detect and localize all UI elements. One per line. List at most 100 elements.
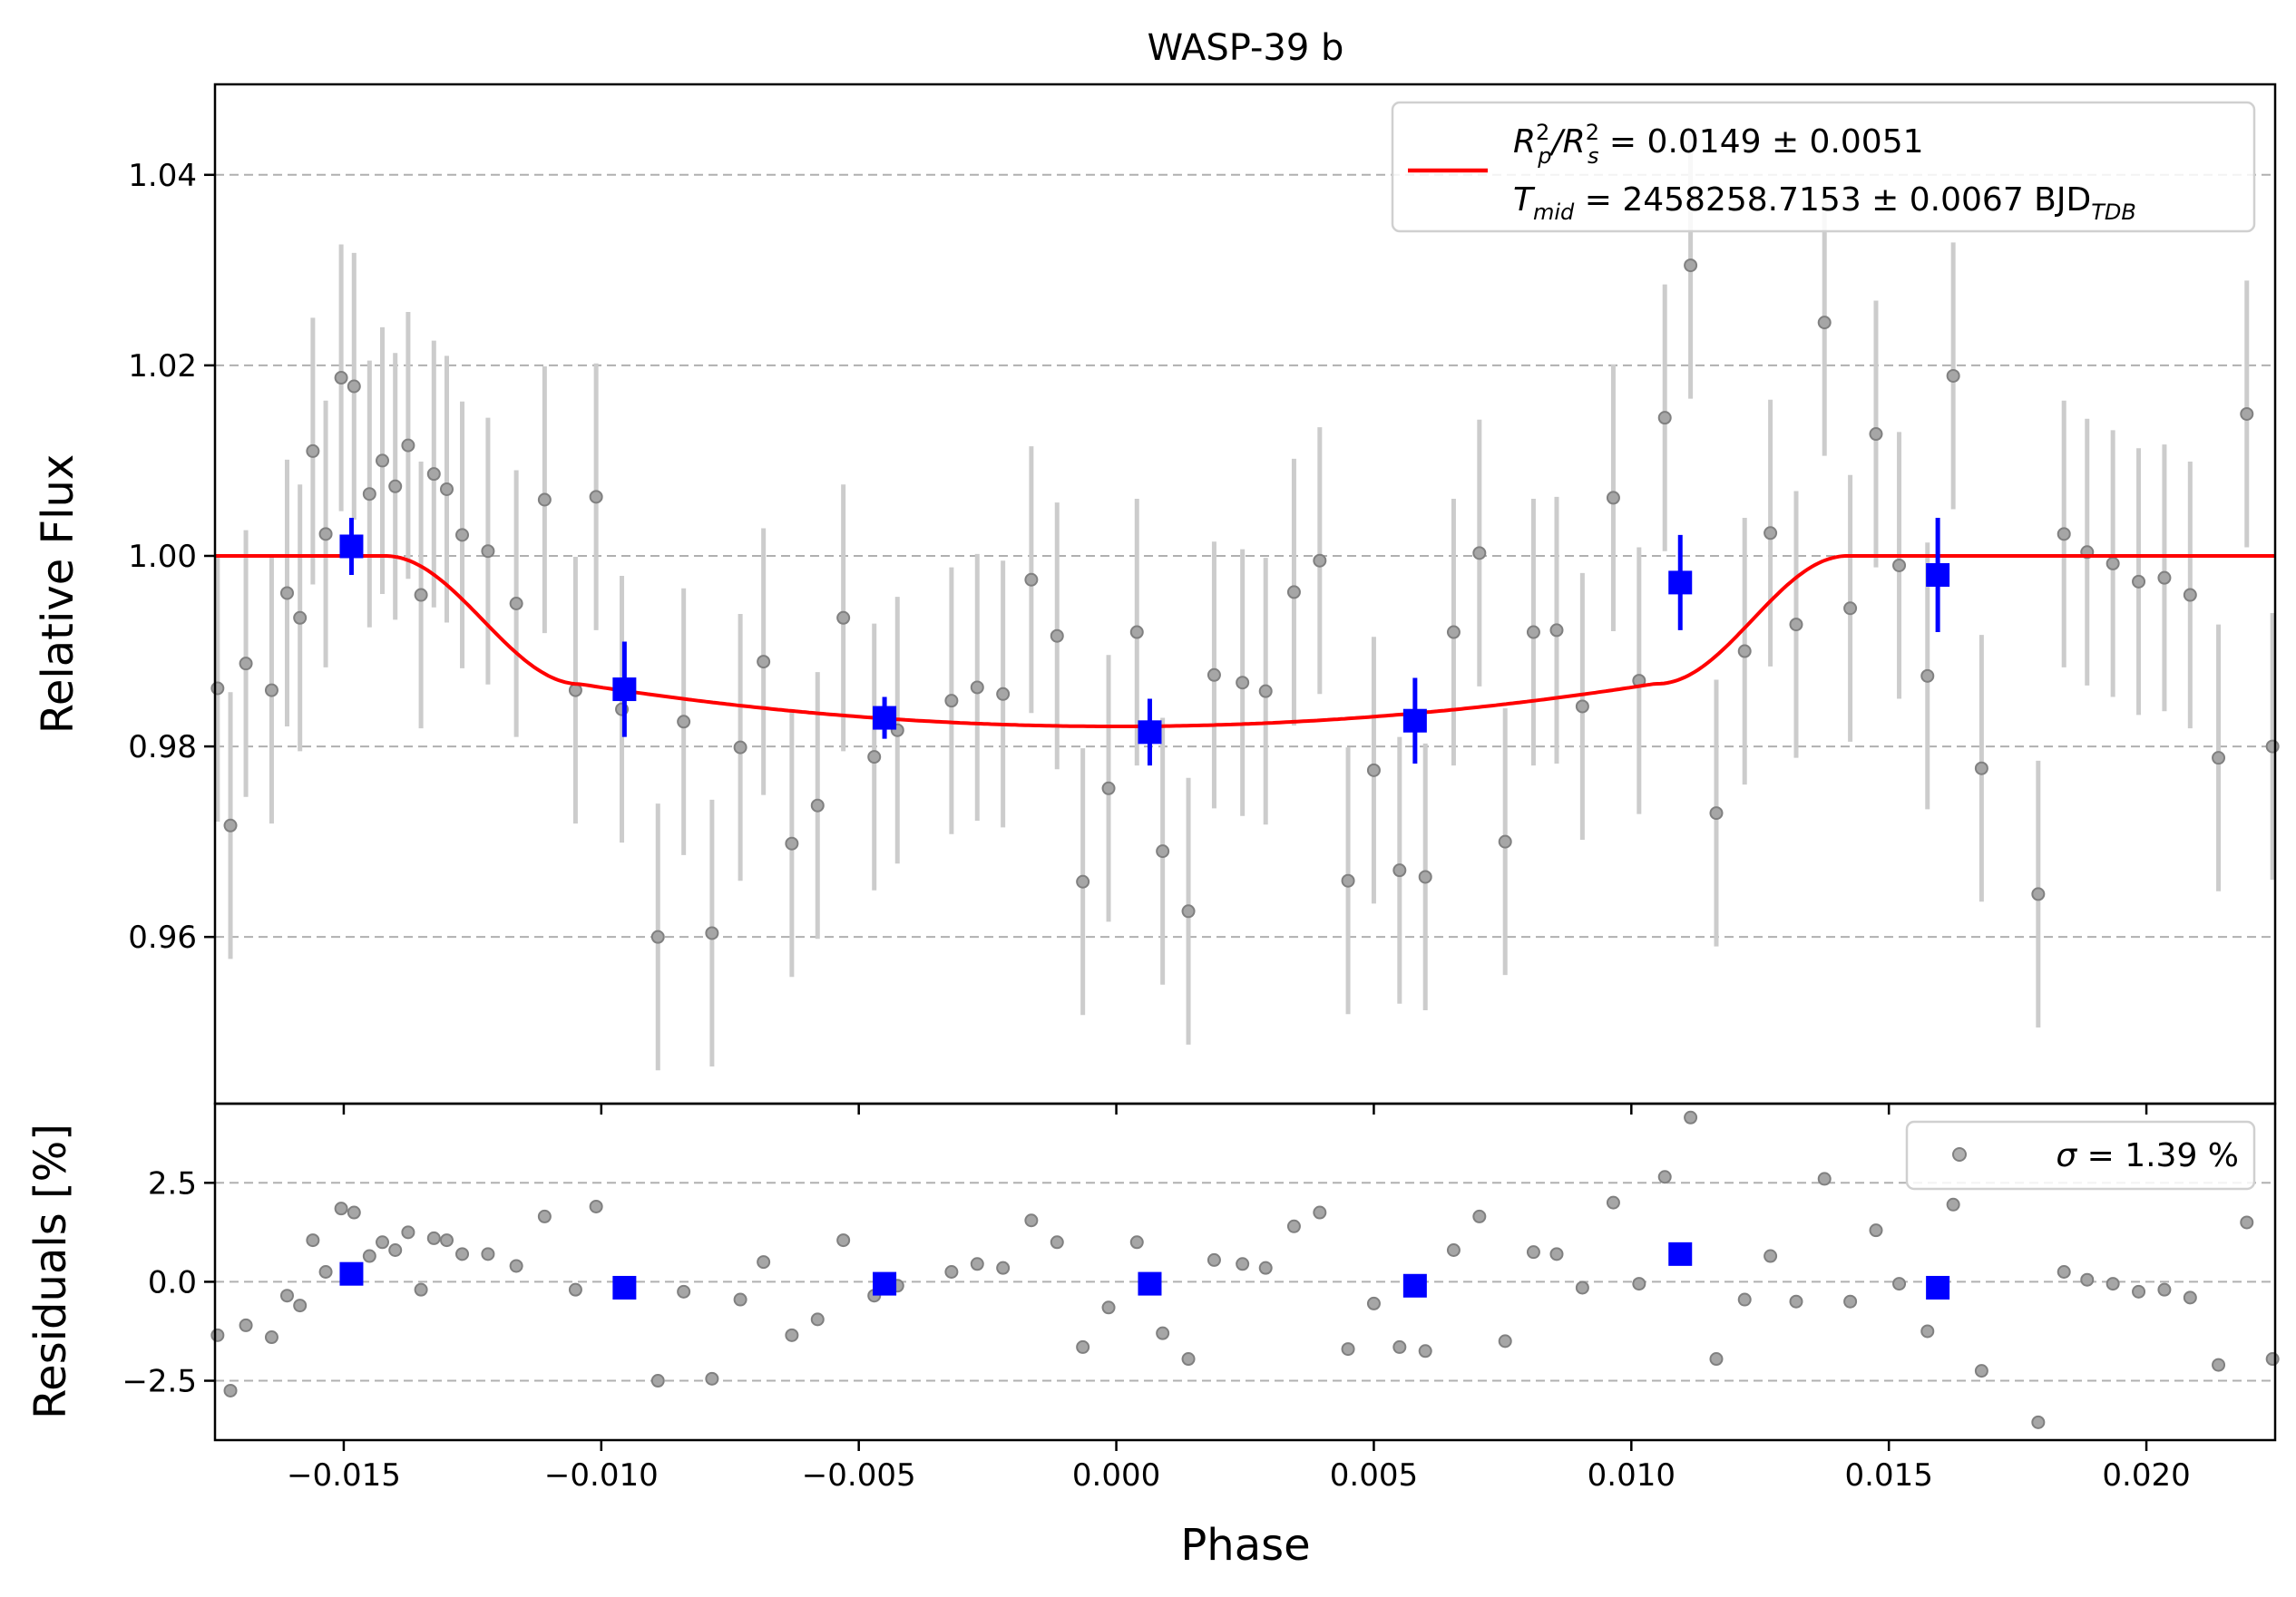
residual-point — [1366, 1296, 1381, 1310]
residual-point — [1446, 1242, 1461, 1257]
flux-raw-point — [1946, 368, 1960, 383]
residual-point — [334, 1202, 348, 1216]
x-tick-label: 0.005 — [1330, 1457, 1418, 1494]
residual-point — [1946, 1197, 1960, 1212]
flux-y-tick-label: 1.04 — [128, 158, 197, 194]
flux-raw-point — [2265, 739, 2280, 754]
residual-point — [1181, 1352, 1196, 1367]
flux-raw-point — [568, 683, 582, 697]
flux-raw-point — [2057, 527, 2071, 541]
residual-point — [1418, 1344, 1432, 1358]
legend-tmid-symbol: T — [1513, 181, 1536, 219]
residual-point — [1236, 1257, 1250, 1271]
legend-radius-ratio: R2 p/R2 s = 0.0149 ± 0.0051 — [1513, 120, 1924, 169]
flux-raw-point — [1764, 526, 1778, 540]
flux-raw-point — [426, 467, 441, 482]
residual-point — [1606, 1195, 1620, 1210]
residual-point — [362, 1249, 376, 1263]
residual-point — [2080, 1272, 2095, 1287]
residual-point — [1709, 1352, 1724, 1367]
residuals-y-tick-label: 0.0 — [148, 1264, 197, 1300]
residual-point — [1024, 1213, 1039, 1228]
residual-point — [210, 1328, 225, 1342]
flux-raw-point — [1101, 781, 1116, 795]
flux-raw-point — [306, 443, 320, 458]
residual-point — [279, 1289, 294, 1303]
flux-raw-point — [589, 490, 603, 504]
legend-sigma-value: = 1.39 % — [2076, 1137, 2239, 1174]
flux-raw-point — [439, 482, 454, 496]
residual-point — [2212, 1358, 2226, 1372]
flux-raw-point — [1657, 411, 1672, 425]
flux-panel: 0.960.981.001.021.04 Relative Flux R2 p/R… — [33, 83, 2280, 1115]
flux-raw-point — [210, 681, 225, 696]
residuals-y-tick-label: 2.5 — [148, 1165, 197, 1202]
legend-rs-symbol: /R — [1549, 123, 1586, 161]
flux-raw-point — [223, 818, 238, 833]
flux-raw-point — [1575, 699, 1589, 714]
flux-raw-point — [836, 610, 851, 625]
flux-raw-point — [1606, 491, 1620, 505]
flux-raw-points — [210, 258, 2280, 944]
residual-point — [810, 1312, 825, 1327]
flux-raw-point — [1050, 628, 1064, 643]
flux-raw-point — [785, 836, 799, 851]
legend-tmid-value-sub: TDB — [2091, 200, 2136, 225]
legend-tmid-sub: mid — [1533, 200, 1575, 225]
legend-rp-sub: p — [1537, 143, 1551, 169]
legend-rs-sub: s — [1588, 143, 1599, 169]
flux-legend: R2 p/R2 s = 0.0149 ± 0.0051 Tmid = 2458258… — [1391, 101, 2256, 233]
residual-binned-point — [1402, 1273, 1427, 1298]
flux-raw-point — [733, 740, 747, 755]
legend-sigma-symbol: σ — [2056, 1137, 2077, 1174]
residual-point — [650, 1374, 665, 1388]
flux-raw-point — [1920, 668, 1935, 683]
flux-y-tick-label: 1.02 — [128, 348, 197, 385]
residuals-binned-points — [339, 1242, 1950, 1300]
residual-point — [1817, 1172, 1832, 1186]
flux-raw-point — [414, 588, 428, 602]
flux-y-tick-label: 0.98 — [128, 729, 197, 765]
residual-point — [733, 1292, 747, 1307]
flux-raw-point — [239, 657, 253, 671]
residual-point — [757, 1255, 771, 1270]
legend-tmid: Tmid = 2458258.7153 ± 0.0067 BJDTDB — [1513, 181, 2136, 225]
flux-binned-point — [1926, 562, 1950, 587]
flux-raw-point — [1446, 625, 1461, 639]
residual-point — [836, 1233, 851, 1248]
flux-raw-point — [1549, 623, 1564, 638]
flux-raw-point — [1498, 834, 1512, 849]
x-tick-label: −0.010 — [544, 1457, 659, 1494]
flux-raw-point — [1789, 618, 1803, 632]
flux-raw-point — [481, 544, 495, 559]
residual-point — [2183, 1290, 2197, 1305]
residual-point — [1313, 1205, 1327, 1220]
flux-raw-point — [2240, 406, 2254, 421]
flux-raw-point — [2183, 588, 2197, 602]
residual-point — [426, 1231, 441, 1245]
residual-point — [970, 1257, 984, 1271]
flux-binned-point — [1138, 720, 1162, 745]
residuals-legend: σ = 1.39 % — [1905, 1120, 2256, 1191]
residual-point — [1258, 1261, 1273, 1275]
flux-raw-point — [970, 680, 984, 695]
flux-raw-point — [1526, 625, 1540, 639]
residuals-y-ticks: −2.5 0.0 2.5 — [122, 1165, 215, 1400]
flux-raw-point — [1684, 258, 1698, 273]
flux-legend-box — [1391, 101, 2256, 233]
flux-raw-point — [1869, 427, 1883, 442]
flux-raw-point — [1129, 625, 1144, 639]
flux-raw-point — [2105, 556, 2120, 570]
flux-raw-point — [677, 715, 691, 729]
residuals-legend-box — [1905, 1120, 2256, 1191]
flux-raw-point — [705, 926, 719, 940]
chart-title: WASP-39 b — [1148, 27, 1344, 69]
residual-point — [2265, 1352, 2280, 1367]
residual-point — [509, 1259, 523, 1273]
residual-point — [414, 1282, 428, 1297]
residual-point — [376, 1235, 390, 1250]
residual-point — [401, 1225, 415, 1240]
residual-point — [2057, 1265, 2071, 1279]
flux-binned-point — [612, 677, 637, 702]
